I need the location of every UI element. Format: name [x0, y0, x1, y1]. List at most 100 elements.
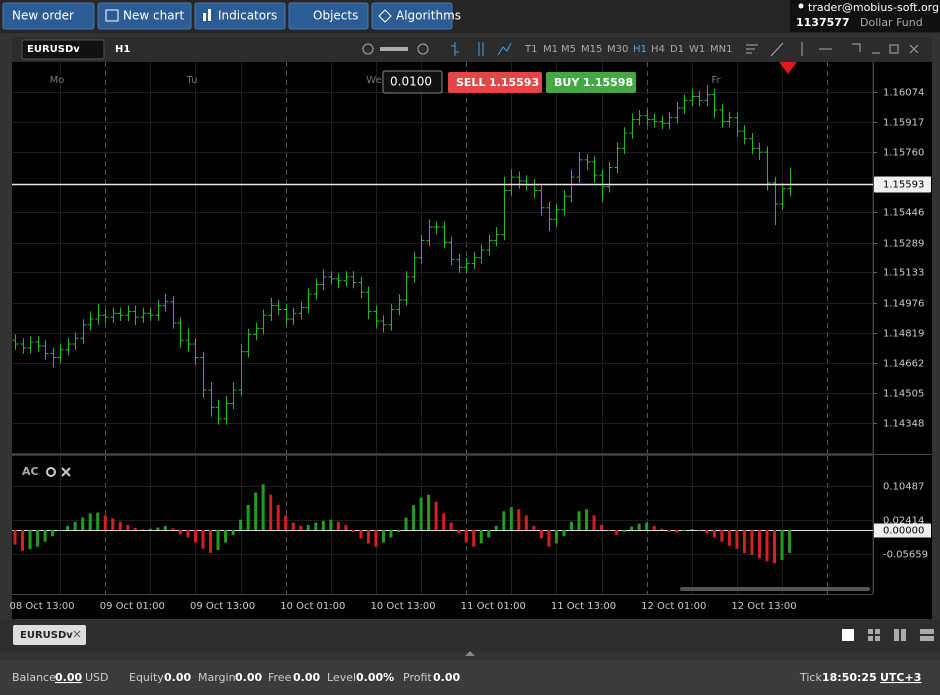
sell-button[interactable] — [448, 72, 542, 93]
button-label[interactable]: Indicators — [218, 9, 277, 23]
timeframe-option[interactable]: H1 — [633, 44, 647, 55]
balance[interactable]: 0.00 — [55, 671, 82, 684]
timeframe-option[interactable]: D1 — [670, 44, 684, 55]
ac-bar — [178, 530, 182, 535]
day-label: We — [366, 75, 381, 86]
free-label: Free — [268, 671, 292, 684]
chart-tools[interactable] — [746, 42, 919, 57]
layout-options[interactable] — [868, 629, 934, 641]
ac-bar — [201, 530, 205, 549]
y-tick-label: 1.15289 — [883, 239, 924, 250]
timeframe-option[interactable]: MN1 — [710, 44, 732, 55]
y-tick-label: 1.15133 — [883, 268, 924, 279]
ac-bar — [652, 525, 656, 531]
collapse-arrow[interactable] — [465, 651, 475, 656]
objects-button[interactable] — [288, 2, 369, 30]
tab-label[interactable]: EURUSDv — [20, 630, 73, 641]
icon — [203, 13, 206, 21]
ac-bar — [562, 530, 566, 537]
ac-bar — [622, 530, 626, 533]
account-box[interactable] — [790, 0, 940, 32]
sell-price[interactable]: 1.15593 — [489, 76, 539, 89]
layout-single[interactable] — [842, 629, 854, 641]
sell-label[interactable]: SELL — [456, 76, 485, 89]
zoom-slider[interactable] — [380, 47, 408, 51]
button-label[interactable]: Algorithms — [396, 9, 461, 23]
ac-bar — [133, 527, 137, 531]
day-label: Mo — [50, 75, 65, 86]
lot-value[interactable]: 0.0100 — [390, 75, 432, 89]
timezone[interactable]: UTC+3 — [880, 671, 921, 684]
timeframe-option[interactable]: W1 — [689, 44, 705, 55]
account-number: 1137577 — [796, 16, 850, 29]
ac-bar — [148, 528, 152, 531]
indicators-button[interactable] — [194, 2, 286, 30]
scrollbar[interactable] — [680, 587, 870, 591]
bid-label: 1.15593 — [883, 180, 924, 191]
ac-bar — [299, 525, 303, 531]
day-label: Tu — [186, 75, 198, 86]
button-label[interactable]: New chart — [123, 9, 184, 23]
tab[interactable] — [13, 625, 86, 645]
axes: Mo Tu We Fr 1.14348 1.14505 1.14662 1.14819 1.14… — [9, 75, 931, 612]
ac-bar — [727, 530, 731, 546]
ac-bar — [757, 530, 761, 559]
buy-label[interactable]: BUY — [554, 76, 580, 89]
lot-input[interactable] — [382, 70, 443, 94]
algorithms-button[interactable] — [371, 2, 453, 30]
price-axis — [873, 62, 932, 594]
ac-bar — [712, 530, 716, 538]
new-chart-button[interactable] — [97, 2, 192, 30]
account-email[interactable]: trader@mobius-soft.org — [808, 1, 939, 14]
ac-bar — [615, 530, 619, 536]
ac-bar — [449, 522, 453, 531]
tick-time: 18:50:25 — [822, 671, 877, 684]
icon — [208, 9, 211, 21]
timeframe-option[interactable]: M15 — [581, 44, 602, 55]
ac-bar — [667, 530, 671, 532]
x-tick-label: 10 Oct 01:00 — [280, 601, 345, 612]
button-label[interactable]: New order — [12, 9, 74, 23]
ac-bar — [171, 528, 175, 531]
ac-bar — [765, 530, 769, 562]
zoom-out[interactable] — [362, 43, 374, 55]
symbol-select[interactable] — [21, 39, 105, 60]
trade-marker[interactable] — [779, 62, 797, 74]
ac-bar — [773, 530, 777, 564]
ac-bar — [359, 530, 363, 539]
timeframe-option[interactable]: H4 — [651, 44, 665, 55]
buy-button[interactable] — [546, 72, 636, 93]
ac-bar — [58, 530, 62, 531]
buy-price[interactable]: 1.15598 — [583, 76, 633, 89]
timeframe-option[interactable]: M30 — [607, 44, 628, 55]
ac-bar — [487, 530, 491, 538]
y-tick-label: 0.10487 — [883, 482, 924, 493]
bid-label-box — [874, 176, 931, 193]
indicator-settings[interactable] — [46, 467, 56, 477]
ac-bar — [600, 525, 604, 531]
ac-bar — [111, 518, 115, 531]
ac-bar — [419, 497, 423, 531]
ac-bar — [585, 509, 589, 531]
ac-bar — [43, 530, 47, 542]
timeframe-option[interactable]: T1 — [524, 44, 537, 55]
x-tick-label: 09 Oct 01:00 — [100, 601, 165, 612]
x-tick-label: 12 Oct 01:00 — [641, 601, 706, 612]
timeframe-option[interactable]: M5 — [561, 44, 576, 55]
status-bar — [0, 660, 940, 695]
chart-type-icons[interactable] — [451, 42, 512, 56]
currency: USD — [85, 671, 109, 684]
symbol[interactable]: EURUSDv — [27, 44, 80, 55]
button-label[interactable]: Objects — [313, 9, 358, 23]
zoom-in[interactable] — [417, 43, 429, 55]
x-tick-label: 12 Oct 13:00 — [731, 601, 796, 612]
ac-bar — [735, 530, 739, 549]
ac-bar — [163, 525, 167, 531]
profit: 0.00 — [433, 671, 460, 684]
timeframe-option[interactable]: M1 — [543, 44, 558, 55]
new-order-button[interactable] — [2, 2, 95, 30]
tab-close[interactable] — [73, 630, 81, 638]
user-icon — [798, 3, 804, 9]
margin-label: Margin — [198, 671, 236, 684]
indicator-close[interactable] — [61, 467, 71, 477]
